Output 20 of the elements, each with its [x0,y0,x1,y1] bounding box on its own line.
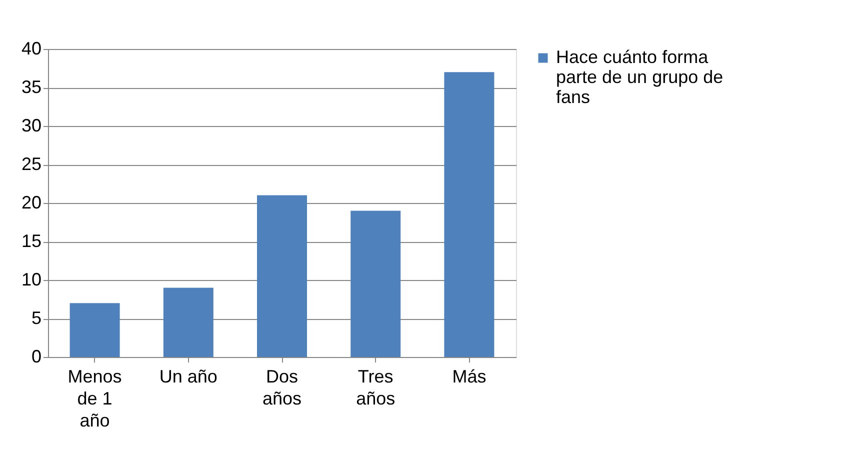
x-tick-label: Más [452,366,486,386]
bar [70,303,120,357]
y-tick-label: 40 [21,38,42,58]
y-tick-label: 10 [21,270,42,290]
bar [257,195,307,357]
x-tick-label: Menos de 1 año [68,366,122,430]
bar [163,288,214,357]
x-tick-label: Tres años [356,366,396,408]
y-tick-label: 35 [21,77,42,97]
y-tick-label: 20 [21,192,42,212]
bar [444,72,494,357]
y-tick-label: 0 [31,346,42,366]
legend-label: Hace cuánto forma parte de un grupo de fans [556,47,724,107]
y-tick-label: 30 [21,116,42,136]
bar [350,210,401,357]
x-tick-label: Dos años [262,366,302,408]
y-tick-label: 25 [21,154,42,174]
y-tick-label: 5 [31,308,42,328]
x-tick-label: Un año [159,366,218,386]
y-tick-label: 15 [21,231,42,251]
